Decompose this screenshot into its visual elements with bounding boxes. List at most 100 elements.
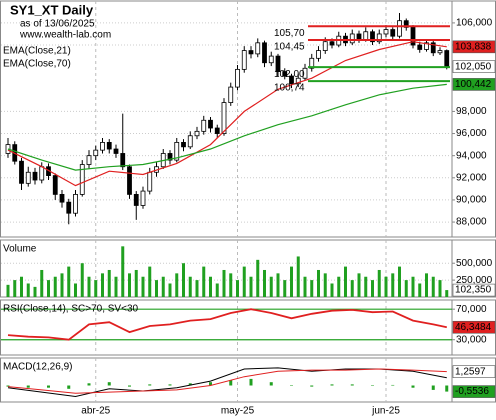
candle-body: [356, 33, 362, 40]
candle-body: [444, 50, 450, 68]
panel-title: RSI(Close,14), SC>70, SV<30: [3, 304, 139, 315]
candle-body: [430, 42, 436, 54]
histogram-bar: [269, 382, 273, 386]
volume-bar: [249, 276, 253, 297]
volume-bar: [60, 273, 64, 297]
y-tick-label: 30,000: [456, 334, 487, 345]
candle-body: [66, 201, 72, 214]
volume-bar: [283, 280, 287, 297]
volume-bar: [47, 280, 50, 297]
volume-bar: [215, 283, 219, 297]
candle-body: [241, 50, 247, 70]
value-badge-label: -0,5536: [455, 386, 489, 397]
value-badge-label: 1,2597: [455, 366, 486, 377]
candle-body: [133, 194, 139, 206]
volume-bar: [303, 276, 307, 297]
volume-bar: [53, 276, 57, 297]
y-tick-label: 92,000: [456, 172, 487, 183]
x-tick-label: jun-25: [371, 406, 400, 417]
volume-bar: [128, 273, 131, 297]
candle-body: [228, 86, 234, 103]
histogram-bar: [107, 382, 111, 386]
histogram-bar: [47, 385, 50, 388]
volume-bar: [391, 273, 395, 297]
volume-bar: [242, 266, 246, 297]
candle-body: [370, 31, 375, 43]
candle-body: [316, 50, 321, 59]
x-tick-label: may-25: [221, 406, 255, 417]
level-label: 104,45: [274, 42, 305, 53]
candle-body: [106, 142, 112, 150]
volume-bar: [134, 269, 138, 297]
volume-bar: [404, 280, 408, 297]
level-label: 105,70: [274, 28, 305, 39]
indicator-line: [7, 308, 447, 341]
volume-bar: [114, 276, 118, 297]
volume-bar: [107, 269, 111, 297]
candle-body: [208, 119, 213, 129]
value-badge: [452, 320, 496, 334]
volume-bar: [222, 269, 226, 297]
volume-bar: [101, 273, 104, 297]
candle-body: [221, 102, 227, 134]
histogram-bar: [445, 385, 449, 392]
candle-body: [100, 142, 105, 151]
candle-body: [93, 149, 99, 157]
histogram-bar: [411, 385, 415, 388]
candle-body: [201, 119, 207, 132]
histogram-bar: [431, 385, 435, 390]
candle-body: [329, 41, 335, 46]
volume-bar: [87, 276, 91, 297]
candle-body: [194, 130, 200, 137]
volume-bar: [141, 276, 145, 297]
candle-body: [349, 33, 355, 44]
volume-bar: [182, 263, 185, 297]
candle-body: [383, 29, 389, 35]
candle-body: [410, 26, 416, 46]
volume-bar: [276, 273, 280, 297]
volume-bar: [377, 269, 381, 297]
volume-bar: [33, 286, 37, 297]
histogram-bar: [87, 383, 91, 386]
candle-body: [403, 20, 409, 28]
candle-body: [113, 148, 119, 154]
candle-body: [302, 67, 308, 79]
value-badge: [452, 283, 496, 297]
value-badge: [452, 40, 496, 54]
candle-body: [214, 127, 220, 134]
candle-body: [147, 171, 153, 192]
candle-body: [309, 57, 315, 69]
volume-bar: [290, 266, 293, 297]
volume-bar: [236, 280, 239, 297]
volume-bar: [357, 273, 361, 297]
histogram-bar: [371, 385, 374, 386]
candle-body: [255, 42, 261, 55]
level-label: 100,74: [274, 83, 305, 94]
panel-title: Volume: [3, 244, 37, 255]
volume-bar: [148, 266, 152, 297]
candle-body: [248, 50, 254, 55]
candle-body: [424, 42, 429, 50]
indicator-line: [7, 368, 447, 394]
candle-body: [127, 166, 132, 195]
value-badge-label: 100,442: [455, 79, 492, 90]
candle-body: [275, 55, 281, 72]
histogram-bar: [6, 385, 10, 387]
watermark: www.wealth-lab.com: [19, 30, 111, 41]
volume-bar: [195, 280, 199, 297]
y-tick-label: 500,000: [456, 258, 493, 269]
volume-bar: [337, 276, 341, 297]
chart-title: SY1_XT Daily: [10, 2, 94, 17]
candle-body: [59, 194, 65, 203]
value-badge-label: 102,050: [455, 61, 492, 72]
volume-bar: [67, 266, 71, 297]
chart-subtitle: as of 13/06/2025: [20, 19, 95, 30]
candle-body: [187, 135, 193, 148]
volume-bar: [330, 283, 334, 297]
volume-bar: [344, 266, 347, 297]
x-tick-label: abr-25: [81, 406, 110, 417]
y-tick-label: 70,000: [456, 304, 487, 315]
volume-bar: [121, 246, 125, 297]
